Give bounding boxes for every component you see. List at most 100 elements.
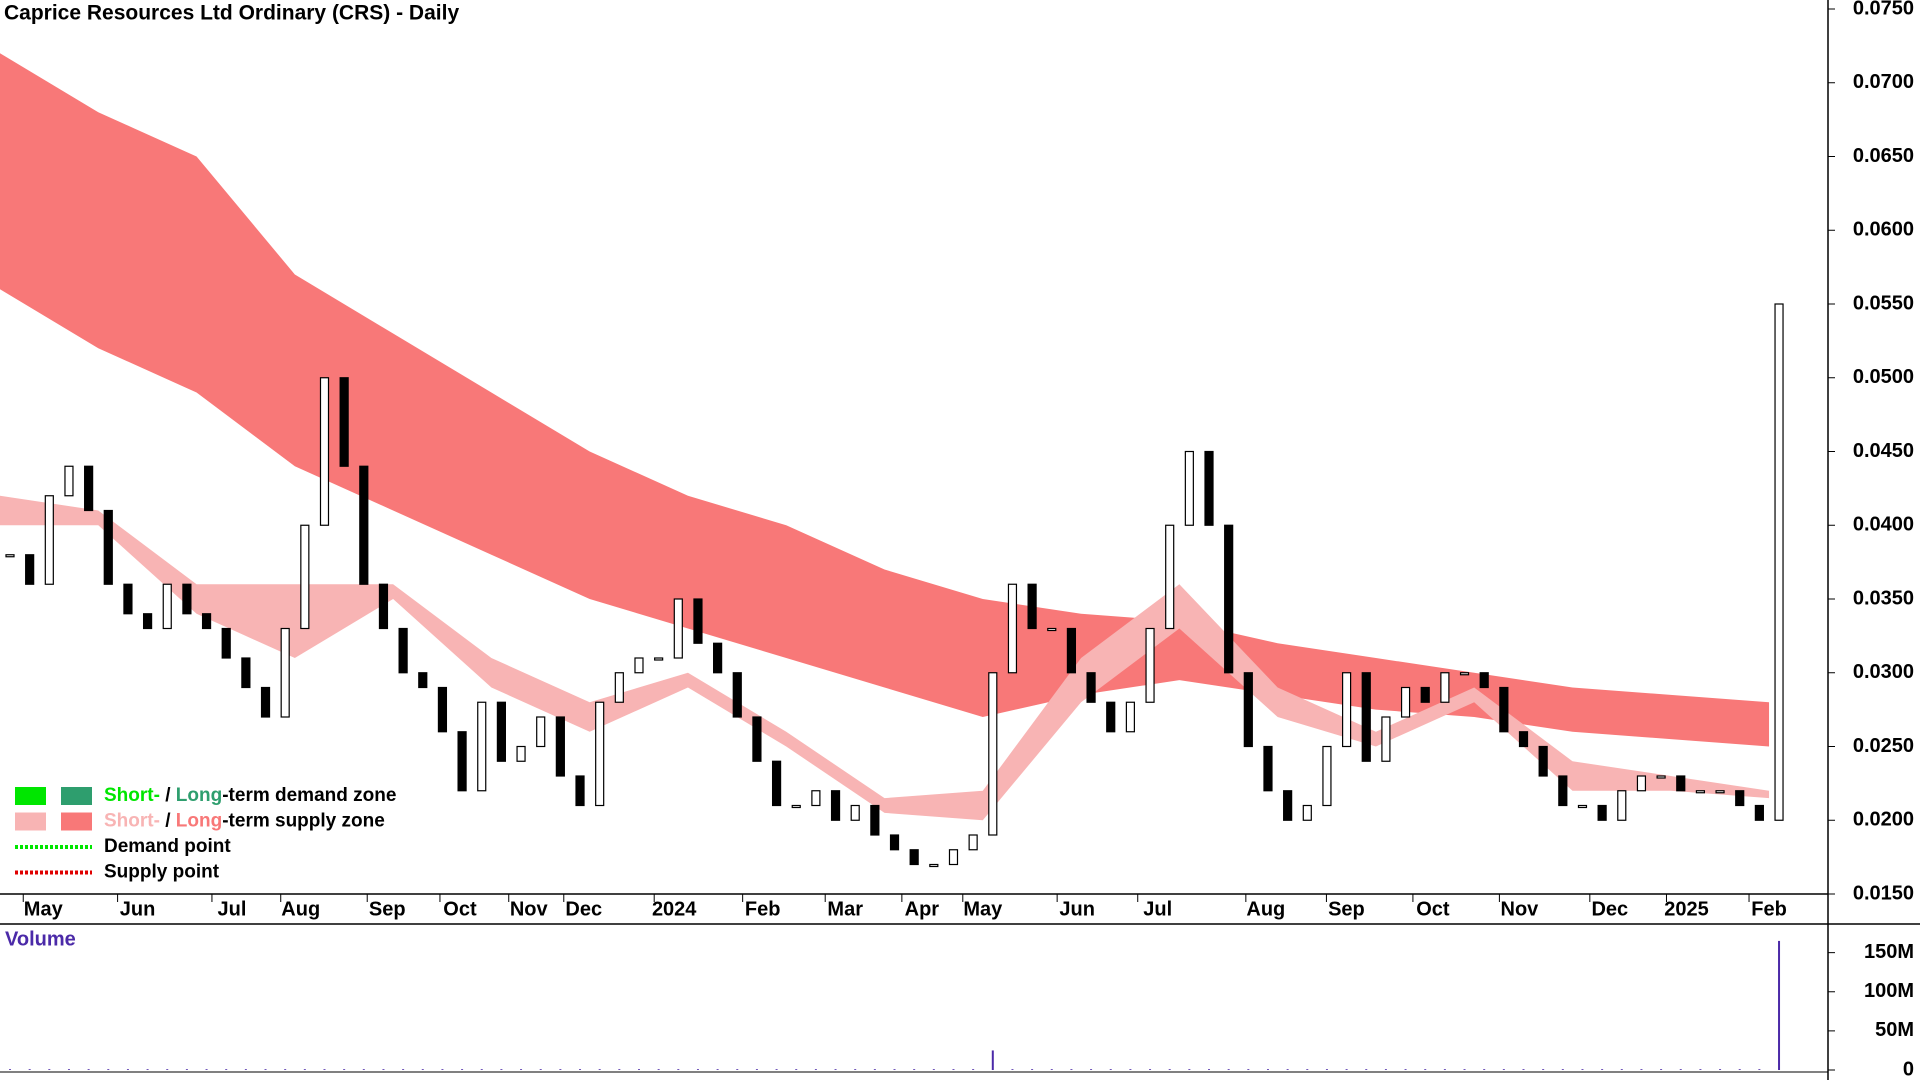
x-tick-label: Mar bbox=[827, 898, 863, 920]
candle bbox=[948, 849, 959, 866]
candle bbox=[909, 849, 919, 866]
x-tick-label: Apr bbox=[905, 898, 940, 920]
y-tick-label: 0.0400 bbox=[1853, 514, 1914, 536]
volume-bar bbox=[185, 1069, 188, 1070]
candle bbox=[1400, 686, 1411, 718]
candle bbox=[1695, 790, 1706, 794]
candle bbox=[1204, 450, 1214, 526]
volume-bar bbox=[1188, 1069, 1191, 1070]
volume-bar bbox=[873, 1069, 876, 1070]
candle bbox=[713, 642, 723, 674]
volume-bar bbox=[1286, 1069, 1289, 1070]
candle bbox=[1420, 686, 1430, 703]
volume-bar bbox=[225, 1069, 228, 1070]
volume-bar bbox=[1561, 1069, 1564, 1070]
volume-bar bbox=[1522, 1069, 1525, 1070]
volume-bar bbox=[913, 1069, 916, 1070]
candle bbox=[142, 613, 153, 630]
volume-bar bbox=[421, 1069, 424, 1070]
candle bbox=[654, 657, 664, 661]
candle bbox=[850, 804, 860, 821]
candle bbox=[732, 672, 742, 718]
volume-bar bbox=[1719, 1069, 1722, 1070]
volume-bar bbox=[834, 1069, 837, 1070]
volume-bar bbox=[1011, 1069, 1014, 1070]
volume-bar bbox=[696, 1069, 699, 1070]
volume-bar bbox=[1070, 1069, 1073, 1070]
candle bbox=[1224, 524, 1234, 674]
candle bbox=[1047, 627, 1057, 632]
legend-label: Demand point bbox=[104, 836, 231, 857]
x-tick-label: Nov bbox=[1501, 898, 1540, 920]
volume-bar bbox=[1404, 1069, 1407, 1070]
candle bbox=[516, 745, 526, 762]
volume-bar bbox=[755, 1069, 758, 1070]
candle bbox=[988, 672, 998, 836]
volume-bar bbox=[1345, 1069, 1348, 1070]
candle bbox=[752, 716, 762, 762]
candle bbox=[1361, 672, 1371, 762]
volume-bar bbox=[323, 1069, 326, 1070]
candle bbox=[25, 554, 35, 585]
volume-bar bbox=[461, 1069, 464, 1070]
volume-bar bbox=[48, 1069, 51, 1070]
x-tick-label: Jun bbox=[120, 898, 156, 920]
volume-bar bbox=[244, 1069, 247, 1070]
candle bbox=[555, 716, 565, 777]
candle bbox=[1735, 790, 1745, 807]
volume-bar bbox=[1738, 1069, 1741, 1070]
volume-bar bbox=[303, 1069, 306, 1070]
volume-bar bbox=[1581, 1069, 1584, 1070]
candle bbox=[1636, 775, 1647, 792]
volume-bar bbox=[1424, 1069, 1427, 1070]
y-tick-label: 0.0250 bbox=[1853, 735, 1914, 757]
x-tick-label: May bbox=[24, 898, 64, 920]
candle bbox=[496, 701, 506, 762]
volume-bar bbox=[1325, 1069, 1328, 1070]
volume-bar bbox=[87, 1069, 90, 1070]
candle bbox=[1007, 583, 1018, 674]
volume-bar bbox=[520, 1069, 523, 1070]
candle bbox=[1381, 716, 1391, 762]
candle bbox=[1715, 790, 1725, 794]
candle bbox=[1302, 804, 1312, 821]
candle bbox=[457, 731, 467, 792]
candle bbox=[595, 701, 605, 807]
candle bbox=[536, 716, 546, 748]
volume-bar bbox=[441, 1069, 444, 1070]
candle bbox=[1066, 627, 1077, 674]
candle bbox=[162, 583, 172, 630]
candle bbox=[1656, 775, 1666, 779]
candle bbox=[221, 627, 231, 659]
volume-bar bbox=[716, 1069, 719, 1070]
volume-bar bbox=[893, 1069, 896, 1070]
candle bbox=[437, 686, 448, 733]
candle bbox=[1165, 524, 1175, 630]
candle bbox=[1577, 804, 1588, 809]
legend-text-part: Long bbox=[176, 811, 222, 832]
volume-bar bbox=[362, 1069, 365, 1070]
legend-text-part: Short- bbox=[104, 811, 160, 832]
volume-y-tick-label: 100M bbox=[1864, 980, 1914, 1002]
candle bbox=[1145, 627, 1155, 703]
candle bbox=[1125, 701, 1135, 733]
candle bbox=[1754, 804, 1764, 821]
candle bbox=[1538, 745, 1548, 777]
x-tick-label: Aug bbox=[281, 898, 320, 920]
candle bbox=[791, 804, 801, 809]
candle bbox=[1440, 672, 1450, 703]
candle bbox=[1774, 303, 1784, 821]
volume-bar bbox=[1640, 1069, 1643, 1070]
candle bbox=[968, 834, 978, 851]
volume-bar bbox=[1266, 1069, 1269, 1070]
candle bbox=[378, 583, 389, 630]
legend-text-part: Long bbox=[176, 785, 222, 806]
candle bbox=[398, 627, 408, 674]
volume-bar bbox=[67, 1069, 70, 1070]
candle bbox=[1342, 672, 1352, 748]
volume-bar bbox=[736, 1069, 739, 1070]
candle bbox=[260, 686, 271, 718]
candle bbox=[123, 583, 133, 615]
volume-bar bbox=[1443, 1069, 1446, 1070]
